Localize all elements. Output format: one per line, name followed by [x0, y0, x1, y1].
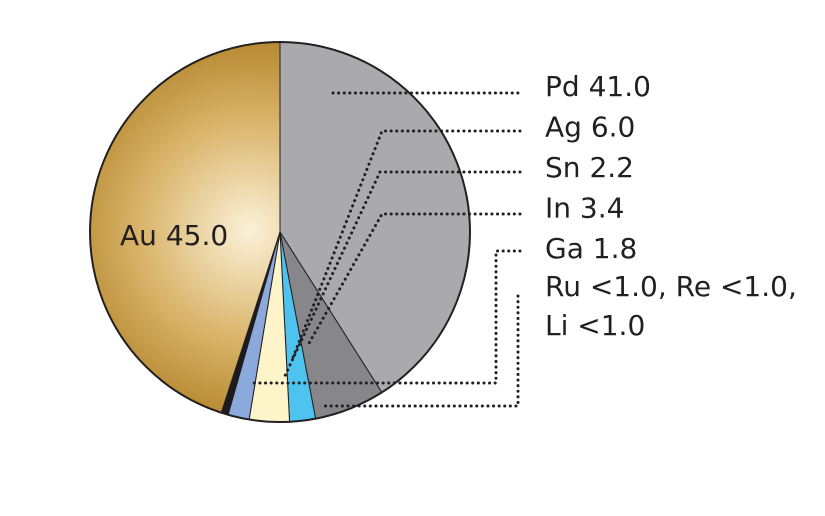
label-value: 45.0 [166, 219, 228, 252]
slice-label: In 3.4 [545, 192, 624, 225]
annotation: Ru <1.0, Re <1.0, [545, 270, 797, 303]
pie-outline [89, 41, 471, 423]
label-name: Pd [545, 70, 580, 103]
label-value: 3.4 [580, 192, 625, 225]
slice-label: Pd 41.0 [545, 70, 651, 103]
label-name: Ag [545, 111, 582, 144]
leader [306, 212, 522, 347]
leader [320, 294, 520, 408]
leader [248, 249, 522, 385]
label-name: Ga [545, 232, 584, 265]
label-value: 1.8 [593, 232, 638, 265]
slices [89, 41, 471, 423]
label-name: Sn [545, 151, 581, 184]
label-name: In [545, 192, 571, 225]
label-value: 2.2 [589, 151, 634, 184]
label-name: Au [120, 219, 157, 252]
leader [281, 170, 522, 382]
leader [290, 129, 522, 362]
annotation: Li <1.0 [545, 309, 645, 342]
slice-label: Sn 2.2 [545, 151, 634, 184]
labels: Pd 41.0Ag 6.0Sn 2.2In 3.4Ga 1.8 [545, 70, 651, 265]
slice-label: Ag 6.0 [545, 111, 635, 144]
label-value: 6.0 [591, 111, 636, 144]
slice-label: Ga 1.8 [545, 232, 637, 265]
slice-label: Au 45.0 [120, 219, 228, 252]
leaders [248, 91, 522, 408]
label-value: 41.0 [589, 70, 651, 103]
